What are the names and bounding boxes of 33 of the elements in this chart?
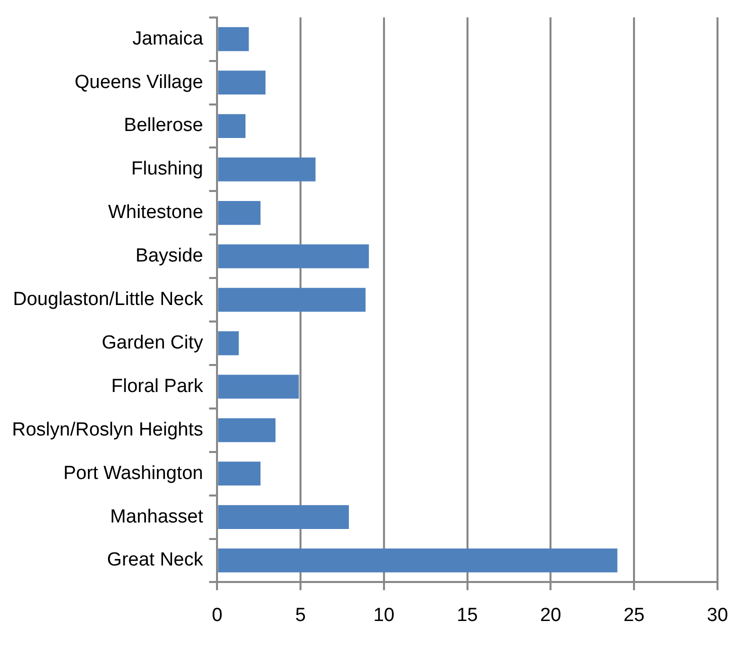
y-tick-label: Great Neck [107, 550, 204, 571]
x-tick-label: 5 [295, 604, 306, 626]
y-tick-label: Roslyn/Roslyn Heights [12, 419, 204, 440]
y-tick-label: Flushing [131, 158, 204, 180]
y-tick-label: Bellerose [124, 115, 204, 136]
bar [218, 244, 369, 268]
bar [218, 374, 299, 399]
y-tick-label: Whitestone [108, 202, 204, 224]
y-tick-label: Douglaston/Little Neck [13, 289, 204, 310]
y-tick-label: Manhasset [110, 506, 204, 528]
y-tick-label: Bayside [136, 246, 204, 267]
y-tick-label: Jamaica [132, 28, 204, 50]
bar [218, 158, 316, 182]
x-tick-label: 20 [540, 604, 562, 626]
bar [218, 418, 276, 442]
y-tick-label: Garden City [102, 332, 204, 354]
bar [218, 70, 266, 95]
bar [218, 548, 618, 572]
x-tick-label: 10 [373, 604, 394, 626]
y-tick-label: Queens Village [74, 72, 204, 93]
x-tick-label: 30 [706, 604, 728, 626]
y-tick-label: Port Washington [63, 462, 204, 484]
bar [218, 288, 366, 312]
x-tick-label: 0 [212, 604, 222, 626]
bar [218, 27, 249, 52]
bar [218, 462, 260, 486]
bar [218, 114, 246, 138]
bar [218, 200, 260, 225]
x-tick-label: 15 [456, 604, 478, 626]
bar [218, 331, 239, 356]
x-tick-label: 25 [623, 604, 645, 626]
bar [218, 505, 349, 529]
y-tick-label: Floral Park [111, 376, 204, 397]
